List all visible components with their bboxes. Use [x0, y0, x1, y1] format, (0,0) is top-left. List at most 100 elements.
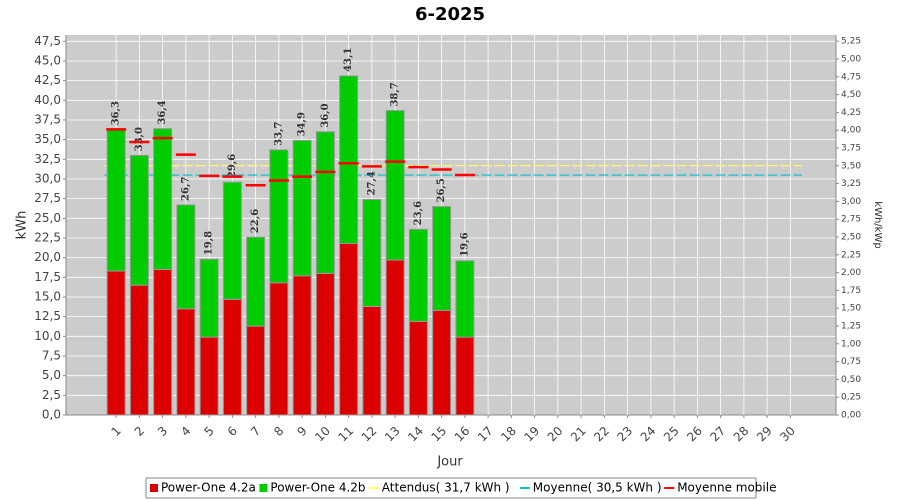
x-tick-label: 1 — [108, 424, 123, 439]
bar-segment — [292, 139, 312, 277]
y-tick-label: 25,0 — [34, 211, 61, 225]
x-tick-label: 7 — [248, 424, 263, 439]
x-tick-label: 28 — [731, 424, 752, 445]
legend-swatch — [259, 484, 268, 492]
y-tick-label: 40,0 — [34, 93, 61, 107]
y2-tick-label: 1,50 — [841, 304, 861, 314]
y-tick-label: 45,0 — [34, 53, 61, 67]
y-tick-label: 27,5 — [34, 191, 61, 205]
y2-tick-label: 2,25 — [841, 250, 861, 260]
bar-segment — [129, 284, 149, 416]
bar-segment — [153, 268, 173, 416]
bar-segment — [106, 128, 126, 272]
x-tick-label: 6 — [225, 424, 240, 439]
bar-segment — [222, 181, 242, 300]
y-tick-label: 20,0 — [34, 250, 61, 264]
x-tick-label: 8 — [271, 424, 286, 439]
y-tick-label: 42,5 — [34, 73, 61, 87]
bar-segment — [199, 336, 219, 416]
bar-segment — [106, 270, 126, 416]
x-tick-label: 22 — [591, 424, 612, 445]
x-tick-label: 24 — [638, 424, 659, 445]
total-label: 27,4 — [366, 171, 377, 195]
x-tick-label: 15 — [429, 424, 450, 445]
y-tick-label: 2,5 — [42, 388, 61, 402]
y-tick-label: 22,5 — [34, 230, 61, 244]
x-tick-label: 2 — [132, 424, 147, 439]
total-label: 33,0 — [134, 127, 145, 151]
legend-label: Power-One 4.2a — [161, 481, 256, 495]
total-label: 29,6 — [227, 154, 238, 178]
x-axis-label: Jour — [436, 455, 463, 470]
y2-tick-label: 0,50 — [841, 375, 861, 385]
x-tick-label: 23 — [615, 424, 636, 445]
bar-segment — [432, 309, 452, 416]
x-tick-label: 25 — [661, 424, 682, 445]
y2-tick-label: 3,75 — [841, 143, 861, 153]
y2-tick-label: 4,00 — [841, 126, 861, 136]
total-label: 22,6 — [250, 209, 261, 233]
x-tick-label: 3 — [155, 424, 170, 439]
x-tick-label: 26 — [684, 424, 705, 445]
bar-segment — [199, 258, 219, 338]
y2-tick-label: 4,50 — [841, 90, 861, 100]
x-tick-label: 16 — [452, 424, 473, 445]
bar-segment — [339, 242, 359, 416]
y2-tick-label: 1,00 — [841, 339, 861, 349]
bar-segment — [455, 336, 475, 416]
x-tick-label: 10 — [312, 424, 333, 445]
legend-swatch — [150, 484, 158, 492]
bar-segment — [385, 259, 405, 416]
bar-segment — [246, 325, 266, 416]
bar-segment — [455, 260, 475, 338]
bar-segment — [362, 198, 382, 307]
y2-tick-label: 2,75 — [841, 215, 861, 225]
y2-tick-label: 2,00 — [841, 268, 861, 278]
y2-tick-label: 0,25 — [841, 393, 861, 403]
bar-segment — [315, 131, 335, 274]
legend-label: Power-One 4.2b — [270, 481, 365, 495]
x-tick-label: 20 — [545, 424, 566, 445]
bar-segment — [385, 110, 405, 261]
x-tick-label: 17 — [475, 424, 496, 445]
legend-label: Moyenne( 30,5 kWh ) — [533, 481, 662, 495]
x-tick-label: 11 — [336, 424, 357, 445]
bar-segment — [269, 282, 289, 416]
total-label: 34,9 — [297, 112, 308, 136]
chart-title: 6-2025 — [415, 4, 485, 25]
y2-tick-label: 0,00 — [841, 411, 861, 421]
x-tick-label: 13 — [382, 424, 403, 445]
y-axis-label: kWh — [15, 211, 30, 240]
total-label: 26,7 — [180, 177, 191, 201]
y-tick-label: 32,5 — [34, 152, 61, 166]
bar-segment — [176, 204, 196, 310]
y2-tick-label: 1,75 — [841, 286, 861, 296]
y-tick-label: 0,0 — [42, 408, 61, 422]
bar-segment — [153, 128, 173, 270]
bar-segment — [362, 305, 382, 416]
y2-tick-label: 4,25 — [841, 108, 861, 118]
x-tick-label: 4 — [178, 424, 193, 439]
total-label: 36,4 — [157, 100, 168, 124]
y-tick-label: 7,5 — [42, 348, 61, 362]
y2-tick-label: 4,75 — [841, 72, 861, 82]
y-tick-label: 17,5 — [34, 270, 61, 284]
x-tick-label: 19 — [522, 424, 543, 445]
total-label: 33,7 — [273, 121, 284, 145]
x-tick-label: 14 — [405, 424, 426, 445]
x-tick-label: 12 — [359, 424, 380, 445]
total-label: 26,5 — [436, 178, 447, 202]
bar-segment — [246, 236, 266, 327]
y2-tick-label: 5,00 — [841, 54, 861, 64]
total-label: 36,3 — [111, 101, 122, 125]
x-tick-label: 5 — [201, 424, 216, 439]
bar-segment — [315, 272, 335, 416]
y2-tick-label: 3,00 — [841, 197, 861, 207]
y2-tick-label: 0,75 — [841, 357, 861, 367]
x-tick-label: 29 — [754, 424, 775, 445]
total-label: 23,6 — [413, 201, 424, 225]
bar-segment — [176, 308, 196, 416]
bar-segment — [129, 154, 149, 286]
total-label: 38,7 — [390, 82, 401, 106]
